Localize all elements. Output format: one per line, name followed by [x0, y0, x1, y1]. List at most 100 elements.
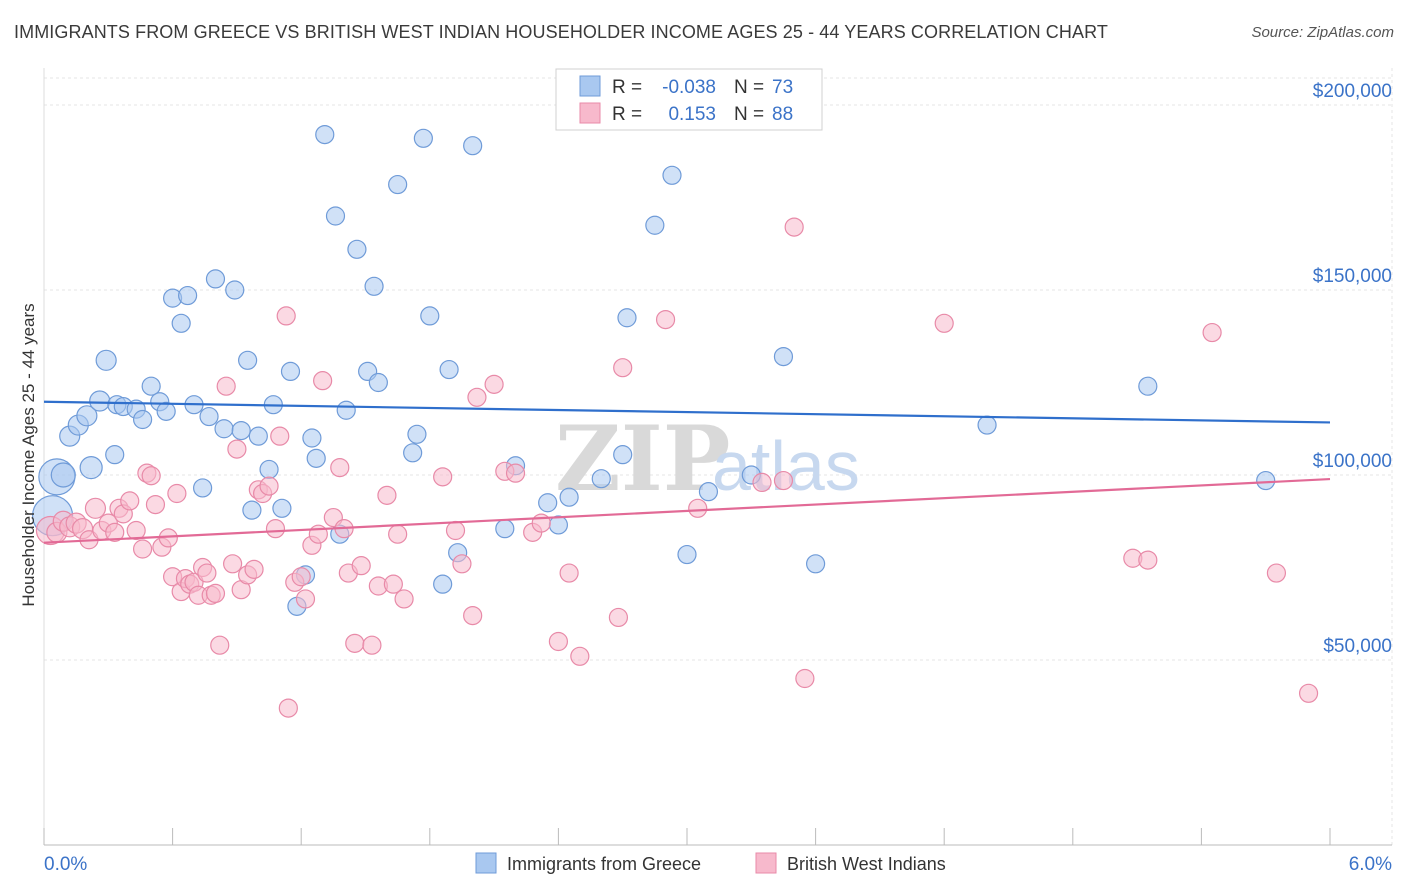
point-greece-16 [156, 401, 176, 421]
point-bwi-67 [463, 605, 483, 626]
point-greece-27 [238, 350, 258, 370]
point-greece-50 [420, 306, 440, 326]
y-tick-label-2: $150,000 [1313, 266, 1392, 287]
y-tick-label-1: $100,000 [1313, 451, 1392, 472]
point-bwi-15 [132, 539, 153, 559]
stats-r-value-bwi: 0.153 [668, 104, 716, 125]
point-greece-45 [368, 372, 388, 393]
point-bwi-29 [197, 563, 217, 583]
point-bwi-31 [205, 583, 226, 604]
point-greece-7 [89, 390, 111, 412]
trend-line-bwi [43, 477, 1331, 544]
point-greece-69 [805, 554, 826, 574]
point-bwi-42 [265, 519, 286, 539]
point-bwi-81 [752, 472, 772, 492]
point-bwi-48 [295, 589, 316, 609]
point-greece-70 [977, 415, 997, 435]
point-bwi-82 [773, 470, 794, 491]
point-greece-66 [698, 482, 719, 502]
stats-swatch-bwi [579, 102, 601, 124]
point-bwi-35 [227, 439, 247, 459]
trend-line-greece [43, 400, 1331, 424]
point-greece-49 [413, 128, 433, 148]
point-bwi-61 [383, 574, 403, 594]
point-greece-26 [231, 421, 251, 441]
point-bwi-53 [330, 458, 350, 478]
legend: Immigrants from Greece British West Indi… [475, 852, 946, 874]
x-tick-label-min: 0.0% [44, 854, 87, 875]
point-bwi-84 [795, 668, 815, 689]
point-bwi-22 [167, 483, 187, 504]
point-greece-54 [463, 136, 483, 156]
point-greece-47 [403, 443, 423, 463]
point-greece-57 [538, 493, 558, 513]
stats-n-label-bwi: N = [734, 104, 764, 125]
point-greece-51 [433, 574, 453, 594]
point-greece-9 [105, 445, 125, 465]
point-greece-52 [439, 359, 459, 380]
point-bwi-69 [484, 374, 504, 394]
point-greece-68 [773, 347, 794, 367]
point-bwi-78 [613, 358, 633, 378]
point-greece-21 [193, 478, 213, 498]
point-bwi-7 [84, 497, 107, 519]
point-greece-25 [225, 280, 245, 300]
point-bwi-64 [433, 467, 453, 487]
point-greece-18 [171, 313, 191, 333]
point-greece-8 [95, 349, 117, 371]
y-tick-labels: $50,000 $100,000 $150,000 $200,000 [1313, 81, 1392, 657]
point-bwi-41 [259, 476, 279, 496]
point-bwi-66 [452, 554, 472, 574]
stats-r-value-greece: -0.038 [662, 77, 716, 98]
point-bwi-10 [105, 522, 125, 542]
stats-n-value-greece: 73 [772, 77, 793, 98]
point-greece-64 [662, 165, 682, 185]
x-ticks [43, 828, 1331, 845]
point-greece-30 [259, 459, 279, 480]
point-bwi-56 [345, 633, 365, 653]
legend-label-bwi: British West Indians [787, 854, 946, 874]
point-greece-22 [199, 406, 219, 427]
point-greece-55 [495, 519, 515, 539]
point-bwi-38 [244, 559, 264, 579]
point-greece-14 [141, 376, 161, 396]
stats-r-label-greece: R = [612, 77, 642, 98]
point-greece-29 [248, 426, 268, 446]
point-bwi-90 [1298, 683, 1319, 703]
stats-box: R = -0.038 N = 73 R = 0.153 N = 88 [555, 68, 823, 131]
point-bwi-74 [548, 631, 569, 652]
point-greece-41 [336, 400, 356, 420]
point-greece-72 [1256, 470, 1276, 491]
point-bwi-51 [313, 371, 333, 391]
point-bwi-76 [570, 646, 590, 666]
point-greece-6 [79, 456, 103, 480]
point-bwi-62 [388, 524, 408, 544]
point-bwi-88 [1202, 322, 1222, 343]
point-bwi-75 [559, 563, 579, 583]
data-points [31, 125, 1319, 718]
point-greece-38 [315, 125, 335, 145]
point-bwi-34 [223, 554, 243, 574]
point-greece-37 [306, 448, 326, 468]
point-bwi-43 [270, 426, 290, 446]
point-greece-19 [178, 285, 198, 306]
y-tick-label-0: $50,000 [1323, 636, 1392, 657]
point-greece-46 [388, 174, 408, 195]
point-greece-62 [617, 308, 637, 328]
watermark-atlas: atlas [712, 427, 860, 505]
legend-swatch-bwi [755, 852, 777, 874]
point-bwi-71 [505, 463, 526, 483]
legend-label-greece: Immigrants from Greece [507, 854, 701, 874]
point-greece-59 [559, 487, 579, 507]
point-greece-71 [1138, 376, 1158, 396]
point-bwi-44 [276, 306, 296, 326]
y-tick-label-3: $200,000 [1313, 81, 1392, 102]
point-greece-28 [242, 500, 262, 520]
legend-swatch-greece [475, 852, 497, 874]
point-greece-39 [325, 206, 346, 226]
point-greece-42 [347, 239, 367, 259]
point-bwi-79 [655, 310, 676, 330]
point-bwi-32 [210, 635, 230, 655]
point-bwi-18 [145, 495, 166, 515]
